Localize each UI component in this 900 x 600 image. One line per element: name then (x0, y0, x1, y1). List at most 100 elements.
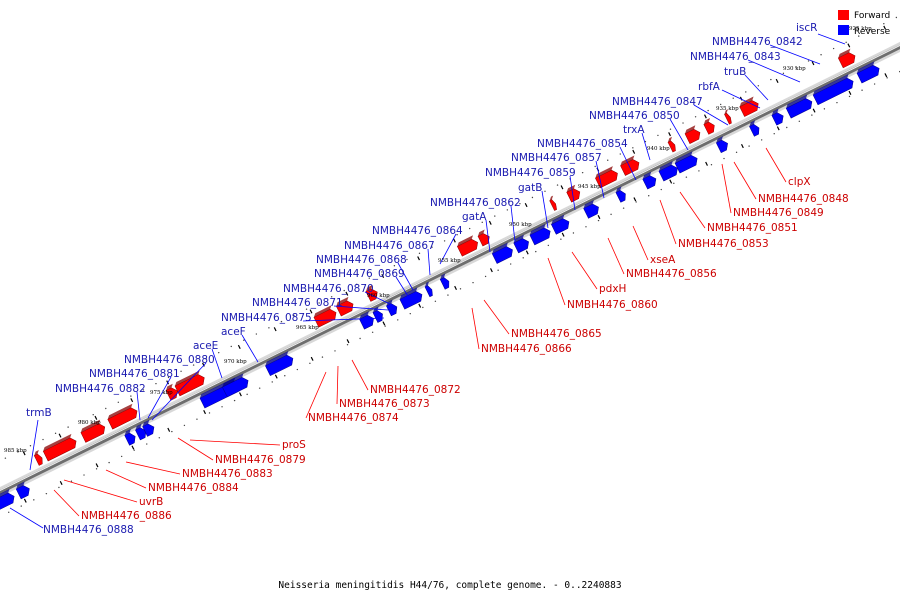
gene-label[interactable]: NMBH4476_0886 (81, 510, 172, 522)
reverse-gene[interactable] (264, 351, 295, 377)
reverse-gene[interactable] (785, 94, 815, 119)
gene-label[interactable]: NMBH4476_0888 (43, 524, 134, 536)
gene-label[interactable]: iscR (796, 22, 817, 34)
reverse-gene[interactable] (856, 61, 882, 84)
gene-label[interactable]: aceF (221, 326, 246, 338)
reverse-gene[interactable] (674, 151, 700, 174)
reverse-gene[interactable] (550, 214, 571, 235)
reverse-gene[interactable] (582, 199, 601, 219)
gene-label[interactable]: trmB (26, 407, 52, 419)
reverse-gene[interactable] (812, 74, 856, 106)
gene-label[interactable]: NMBH4476_0879 (215, 454, 306, 466)
reverse-gene[interactable] (658, 160, 680, 182)
gene-label[interactable]: NMBH4476_0872 (370, 384, 461, 396)
reverse-gene[interactable] (399, 287, 425, 310)
ruler-dot (773, 132, 775, 135)
gene-label[interactable]: NMBH4476_0847 (612, 96, 703, 108)
forward-gene[interactable] (313, 305, 339, 328)
ruler-dot (782, 72, 785, 75)
forward-gene[interactable] (667, 136, 679, 153)
gene-label[interactable]: NMBH4476_0843 (690, 51, 781, 63)
reverse-gene[interactable] (771, 108, 786, 126)
gene-label[interactable]: pdxH (599, 283, 626, 295)
reverse-gene[interactable] (123, 429, 137, 446)
reverse-gene[interactable] (221, 373, 251, 398)
gene-label[interactable]: NMBH4476_0849 (733, 207, 824, 219)
gene-label[interactable]: NMBH4476_0853 (678, 238, 769, 250)
gene-label[interactable]: gatB (518, 182, 542, 194)
gene-label[interactable]: uvrB (139, 496, 163, 508)
gene-label[interactable]: NMBH4476_0883 (182, 468, 273, 480)
gene-label[interactable]: clpX (788, 176, 811, 188)
gene-label[interactable]: NMBH4476_0881 (89, 368, 180, 380)
reverse-gene[interactable] (424, 281, 436, 298)
gene-label[interactable]: NMBH4476_0862 (430, 197, 521, 209)
gene-label[interactable]: NMBH4476_0856 (626, 268, 717, 280)
forward-gene[interactable] (42, 433, 79, 462)
reverse-gene[interactable] (372, 306, 385, 323)
gene-label[interactable]: xseA (650, 254, 676, 266)
forward-gene[interactable] (477, 229, 492, 247)
forward-gene[interactable] (548, 195, 559, 211)
gene-label[interactable]: NMBH4476_0860 (567, 299, 658, 311)
forward-gene[interactable] (80, 419, 108, 443)
reverse-gene[interactable] (15, 481, 32, 500)
gene-label[interactable]: NMBH4476_0873 (339, 398, 430, 410)
reverse-gene[interactable] (141, 419, 156, 437)
gene-label[interactable]: NMBH4476_0869 (314, 268, 405, 280)
ruler-dot (67, 426, 69, 428)
gene-label[interactable]: NMBH4476_0882 (55, 383, 146, 395)
gene-label[interactable]: NMBH4476_0864 (372, 225, 463, 237)
forward-gene[interactable] (684, 125, 703, 144)
reverse-gene[interactable] (615, 186, 628, 203)
forward-gene[interactable] (837, 48, 858, 69)
reverse-gene[interactable] (715, 136, 730, 154)
reverse-gene[interactable] (439, 273, 452, 290)
gene-label[interactable]: NMBH4476_0859 (485, 167, 576, 179)
reverse-gene[interactable] (528, 223, 552, 246)
forward-gene[interactable] (565, 184, 582, 203)
gene-label[interactable]: truB (724, 66, 746, 78)
gene-label[interactable]: rbfA (698, 81, 721, 93)
gene-label[interactable]: NMBH4476_0865 (511, 328, 602, 340)
gene-label[interactable]: NMBH4476_0848 (758, 193, 849, 205)
gene-label[interactable]: NMBH4476_0868 (316, 254, 407, 266)
reverse-gene[interactable] (641, 171, 658, 190)
gene-label[interactable]: NMBH4476_0880 (124, 354, 215, 366)
ruler-tick (237, 344, 241, 349)
gene-label[interactable]: aceE (193, 340, 218, 352)
gene-label[interactable]: NMBH4476_0866 (481, 343, 572, 355)
forward-gene[interactable] (723, 109, 734, 125)
gene-label[interactable]: NMBH4476_0867 (344, 240, 435, 252)
reverse-gene[interactable] (512, 234, 531, 254)
forward-gene[interactable] (702, 118, 716, 135)
gene-label[interactable]: NMBH4476_0842 (712, 36, 803, 48)
forward-gene[interactable] (33, 449, 45, 466)
gene-label[interactable]: NMBH4476_0857 (511, 152, 602, 164)
ruler-tick (561, 232, 565, 237)
gene-label[interactable]: proS (282, 439, 306, 451)
gene-label[interactable]: trxA (623, 124, 645, 136)
forward-gene[interactable] (174, 370, 207, 397)
forward-gene[interactable] (106, 403, 139, 430)
reverse-gene[interactable] (134, 423, 148, 441)
reverse-gene[interactable] (0, 489, 17, 512)
gene-label[interactable]: NMBH4476_0870 (283, 283, 374, 295)
leader-line (397, 262, 414, 291)
gene-label[interactable]: NMBH4476_0875 (221, 312, 312, 324)
gene-label[interactable]: NMBH4476_0884 (148, 482, 239, 494)
label-leaders (9, 33, 846, 529)
ruler-dot (58, 486, 60, 489)
ruler-dot (770, 78, 772, 81)
gene-label[interactable]: NMBH4476_0851 (707, 222, 798, 234)
forward-gene[interactable] (456, 235, 480, 257)
reverse-gene[interactable] (748, 120, 761, 137)
gene-label[interactable]: NMBH4476_0871 (252, 297, 343, 309)
ruler-tick (669, 179, 673, 184)
gene-label[interactable]: NMBH4476_0874 (308, 412, 399, 424)
gene-label[interactable]: NMBH4476_0854 (537, 138, 628, 150)
leader-line (351, 359, 369, 391)
gene-label[interactable]: NMBH4476_0850 (589, 110, 680, 122)
gene-label[interactable]: gatA (462, 211, 487, 223)
reverse-gene[interactable] (491, 242, 515, 264)
